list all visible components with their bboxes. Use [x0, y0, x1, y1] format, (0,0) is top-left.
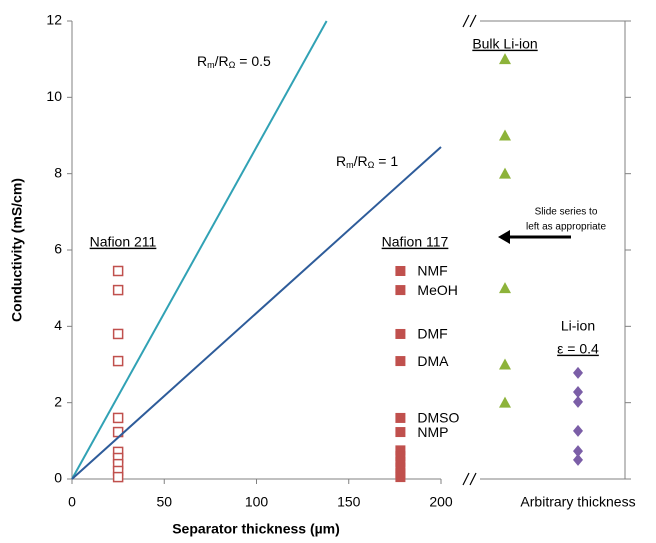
marker: [499, 129, 511, 141]
x-tick-label: 100: [245, 494, 269, 510]
annotation: left as appropriate: [526, 222, 606, 233]
marker: [395, 472, 406, 483]
label-part: R: [336, 153, 346, 169]
point-label: DMA: [417, 353, 449, 369]
x-tick-label: 150: [337, 494, 361, 510]
line: [71, 146, 442, 480]
y-tick-label: 10: [46, 88, 62, 104]
arrow: [498, 230, 571, 244]
marker: [112, 328, 124, 340]
y-tick-label: 12: [46, 12, 62, 28]
marker: [112, 412, 124, 424]
label-part: /R: [215, 53, 229, 69]
panel2-x-title: Arbitrary thickness: [520, 494, 635, 510]
label-part: /R: [354, 153, 368, 169]
point-label: DMF: [417, 326, 447, 342]
label-part: m: [207, 60, 215, 70]
series-label: Nafion 117: [382, 234, 449, 250]
line-label: Rm/RΩ = 1: [336, 153, 398, 171]
series-label: Nafion 211: [90, 234, 157, 250]
marker: [395, 285, 406, 296]
marker: [573, 445, 583, 458]
marker: [395, 427, 406, 438]
label-part: Ω: [229, 60, 236, 70]
marker: [112, 471, 124, 483]
marker: [573, 453, 583, 466]
x-tick-label: 0: [68, 494, 76, 510]
point-label: DMSO: [417, 410, 459, 426]
y-tick-label: 0: [54, 470, 62, 486]
marker: [499, 358, 511, 370]
marker: [395, 265, 406, 276]
series-label: ε = 0.4: [557, 341, 599, 357]
point-label: NMP: [417, 424, 448, 440]
marker: [395, 462, 406, 473]
label-part: m: [346, 160, 354, 170]
marker: [395, 456, 406, 467]
marker: [112, 284, 124, 296]
label-part: = 0.5: [235, 53, 271, 69]
y-tick-label: 6: [54, 241, 62, 257]
marker: [573, 424, 583, 437]
x-tick-label: 50: [156, 494, 172, 510]
marker: [395, 412, 406, 423]
y-axis-title: Conductivity (mS/cm): [9, 178, 25, 322]
marker: [499, 396, 511, 408]
marker: [499, 282, 511, 294]
label-part: R: [197, 53, 207, 69]
y-tick-label: 8: [54, 164, 62, 180]
marker: [112, 355, 124, 367]
x-axis-title: Separator thickness (µm): [172, 521, 340, 537]
series-label: Bulk Li-ion: [472, 36, 537, 52]
label-part: = 1: [374, 153, 398, 169]
point-label: MeOH: [417, 282, 457, 298]
marker: [499, 53, 511, 65]
axis-break: [462, 14, 477, 486]
marker: [395, 356, 406, 367]
marker: [573, 366, 583, 379]
point-label: NMF: [417, 263, 447, 279]
marker: [112, 265, 124, 277]
marker: [573, 385, 583, 398]
annotation: Slide series to: [535, 207, 598, 218]
marker: [499, 167, 511, 179]
marker: [395, 328, 406, 339]
marker: [395, 445, 406, 456]
label-part: Ω: [368, 160, 375, 170]
line-label: Rm/RΩ = 0.5: [197, 53, 271, 71]
y-tick-label: 2: [54, 393, 62, 409]
marker: [395, 451, 406, 462]
series-label: Li-ion: [561, 318, 595, 334]
x-tick-label: 200: [429, 494, 453, 510]
line: [71, 20, 328, 480]
y-tick-label: 4: [54, 317, 62, 333]
marker: [573, 395, 583, 408]
